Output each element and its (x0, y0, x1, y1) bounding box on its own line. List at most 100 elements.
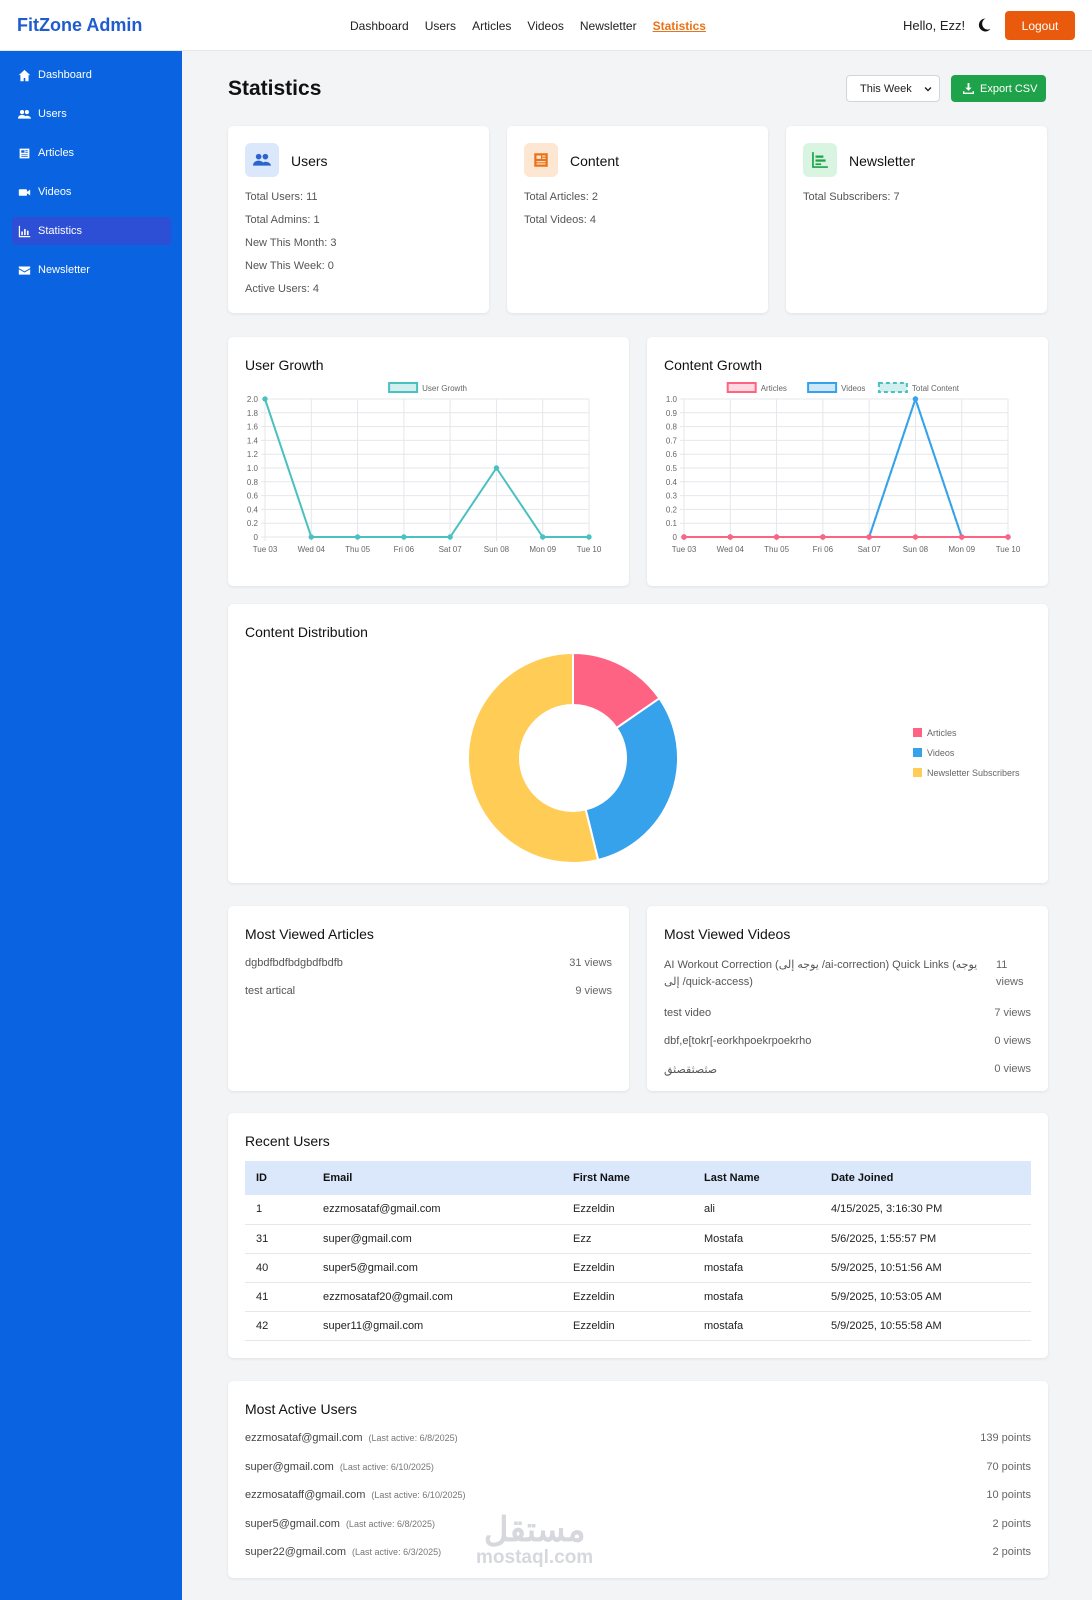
data-point[interactable] (912, 534, 919, 540)
column-header[interactable]: ID (256, 1172, 267, 1184)
table-row[interactable]: 41 ezzmosataf20@gmail.com Ezzeldin mosta… (245, 1282, 1031, 1312)
sidebar-item-videos[interactable]: Videos (12, 178, 171, 206)
list-item[interactable]: ezzmosataff@gmail.com (Last active: 6/10/… (245, 1489, 1031, 1505)
data-point[interactable] (586, 534, 592, 540)
list-item[interactable]: super@gmail.com (Last active: 6/10/2025) 7… (245, 1461, 1031, 1477)
cell-id: 31 (245, 1224, 312, 1254)
legend-swatch[interactable] (913, 768, 922, 777)
nav-videos[interactable]: Videos (527, 19, 564, 33)
stat-total-users: Total Users: 11 (245, 191, 318, 203)
data-point[interactable] (354, 534, 361, 540)
sidebar-item-label: Users (38, 108, 67, 120)
column-header[interactable]: Date Joined (831, 1172, 894, 1184)
y-tick-label: 1.8 (247, 409, 259, 418)
table-row[interactable]: 42 super11@gmail.com Ezzeldin mostafa 5/… (245, 1311, 1031, 1341)
legend-label[interactable]: Articles (761, 384, 787, 393)
moon-icon[interactable] (976, 17, 992, 33)
legend-label[interactable]: Newsletter Subscribers (927, 768, 1020, 778)
list-item[interactable]: super22@gmail.com (Last active: 6/3/2025)… (245, 1546, 1031, 1562)
sidebar-item-articles[interactable]: Articles (12, 139, 171, 167)
video-views: 11 views (996, 959, 1024, 988)
sidebar-item-statistics[interactable]: Statistics (12, 217, 171, 245)
data-point[interactable] (1005, 534, 1011, 540)
video-name[interactable]: AI Workout Correction (يوجه إلى /ai-corr… (664, 959, 978, 988)
data-point[interactable] (262, 396, 268, 402)
chevron-down-icon (924, 87, 932, 92)
table-row[interactable]: 40 super5@gmail.com Ezzeldin mostafa 5/9… (245, 1253, 1031, 1283)
data-point[interactable] (681, 534, 687, 540)
export-csv-button[interactable]: Export CSV (951, 75, 1046, 102)
legend-swatch[interactable] (807, 382, 838, 393)
table-row[interactable]: 31 super@gmail.com Ezz Mostafa 5/6/2025,… (245, 1224, 1031, 1254)
y-tick-label: 0.2 (247, 519, 259, 528)
period-select[interactable]: This Week (846, 75, 940, 102)
list-item[interactable]: super5@gmail.com (Last active: 6/8/2025) 2… (245, 1518, 1031, 1534)
y-tick-label: 0.8 (666, 423, 678, 432)
legend-swatch[interactable] (388, 382, 419, 393)
legend-label[interactable]: Videos (841, 384, 865, 393)
newsletter-stat-card: Newsletter Total Subscribers: 7 (786, 126, 1047, 313)
data-point[interactable] (866, 534, 872, 540)
users-stat-title: Users (291, 153, 328, 169)
data-point[interactable] (493, 465, 500, 471)
y-tick-label: 0.6 (247, 492, 259, 501)
legend-swatch[interactable] (913, 748, 922, 757)
column-header[interactable]: First Name (573, 1172, 630, 1184)
legend-label[interactable]: Videos (927, 748, 955, 758)
article-name[interactable]: dgbdfbdfbdgbdfbdfb (245, 957, 343, 969)
y-tick-label: 0 (254, 533, 259, 542)
nav-newsletter[interactable]: Newsletter (579, 19, 637, 33)
sidebar-item-newsletter[interactable]: Newsletter (12, 256, 171, 284)
legend-label[interactable]: Total Content (912, 384, 960, 393)
data-point[interactable] (727, 534, 733, 540)
video-name[interactable]: صثصثقصثق (664, 1064, 718, 1076)
y-tick-label: 0.3 (666, 492, 678, 501)
active-user-last-active: (Last active: 6/8/2025) (368, 1433, 458, 1443)
column-header[interactable]: Email (323, 1172, 353, 1184)
cell-id: 42 (245, 1311, 312, 1341)
data-point[interactable] (308, 534, 314, 540)
legend-swatch[interactable] (877, 382, 908, 393)
data-point[interactable] (912, 396, 919, 402)
sidebar-item-label: Articles (38, 147, 75, 159)
data-point[interactable] (773, 534, 780, 540)
watermark: مستقل mostaql.com (476, 1513, 593, 1569)
cell-date-joined: 5/6/2025, 1:55:57 PM (820, 1224, 1031, 1254)
legend-label[interactable]: User Growth (422, 384, 467, 393)
column-header[interactable]: Last Name (704, 1172, 760, 1184)
nav-articles[interactable]: Articles (472, 19, 512, 33)
active-user-points: 2 points (992, 1546, 1031, 1558)
data-point[interactable] (401, 534, 407, 540)
cell-last-name: mostafa (693, 1311, 820, 1341)
x-tick-label: Sat 07 (858, 545, 882, 554)
sidebar-item-users[interactable]: Users (12, 100, 171, 128)
legend-swatch[interactable] (726, 382, 757, 393)
most-viewed-articles-card: Most Viewed Articles dgbdfbdfbdgbdfbdfb … (228, 906, 629, 1091)
video-name[interactable]: test video (664, 1007, 712, 1019)
nav-users[interactable]: Users (424, 19, 457, 33)
nav-dashboard[interactable]: Dashboard (350, 19, 409, 33)
legend-label[interactable]: Articles (927, 728, 957, 738)
logout-button[interactable]: Logout (1005, 11, 1075, 40)
data-point[interactable] (447, 534, 453, 540)
cell-email: super11@gmail.com (312, 1311, 562, 1341)
data-point[interactable] (820, 534, 826, 540)
user-growth-chart: 2.0 1.8 1.6 1.4 1.2 1.0 0.8 0.6 0.4 0.2 0 Tue 03 Wed… (247, 382, 602, 554)
legend-swatch[interactable] (913, 728, 922, 737)
pie-slice[interactable] (467, 651, 600, 864)
table-row[interactable]: 1 ezzmosataf@gmail.com Ezzeldin ali 4/15… (245, 1195, 1031, 1225)
sidebar-item-dashboard[interactable]: Dashboard (12, 61, 171, 89)
pie-slice[interactable] (584, 696, 679, 862)
data-point[interactable] (959, 534, 965, 540)
content-growth-card: Content Growth 1.0 0.9 0.8 0.7 0.6 0.5 0.4 0.3 0… (647, 337, 1048, 586)
data-point[interactable] (540, 534, 546, 540)
content-stat-card: Content Total Articles: 2 Total Videos: … (507, 126, 768, 313)
users-stat-icon (245, 143, 279, 177)
video-name[interactable]: dbf,e[tokr[-eorkhpoekrpoekrho (664, 1035, 812, 1047)
brand-logo[interactable]: FitZone Admin (17, 15, 143, 35)
article-views: 9 views (575, 985, 612, 997)
list-item[interactable]: ezzmosataf@gmail.com (Last active: 6/8/20… (245, 1432, 1031, 1448)
nav-statistics[interactable]: Statistics (652, 19, 706, 33)
cell-email: ezzmosataf20@gmail.com (312, 1282, 562, 1312)
article-name[interactable]: test artical (245, 985, 296, 997)
